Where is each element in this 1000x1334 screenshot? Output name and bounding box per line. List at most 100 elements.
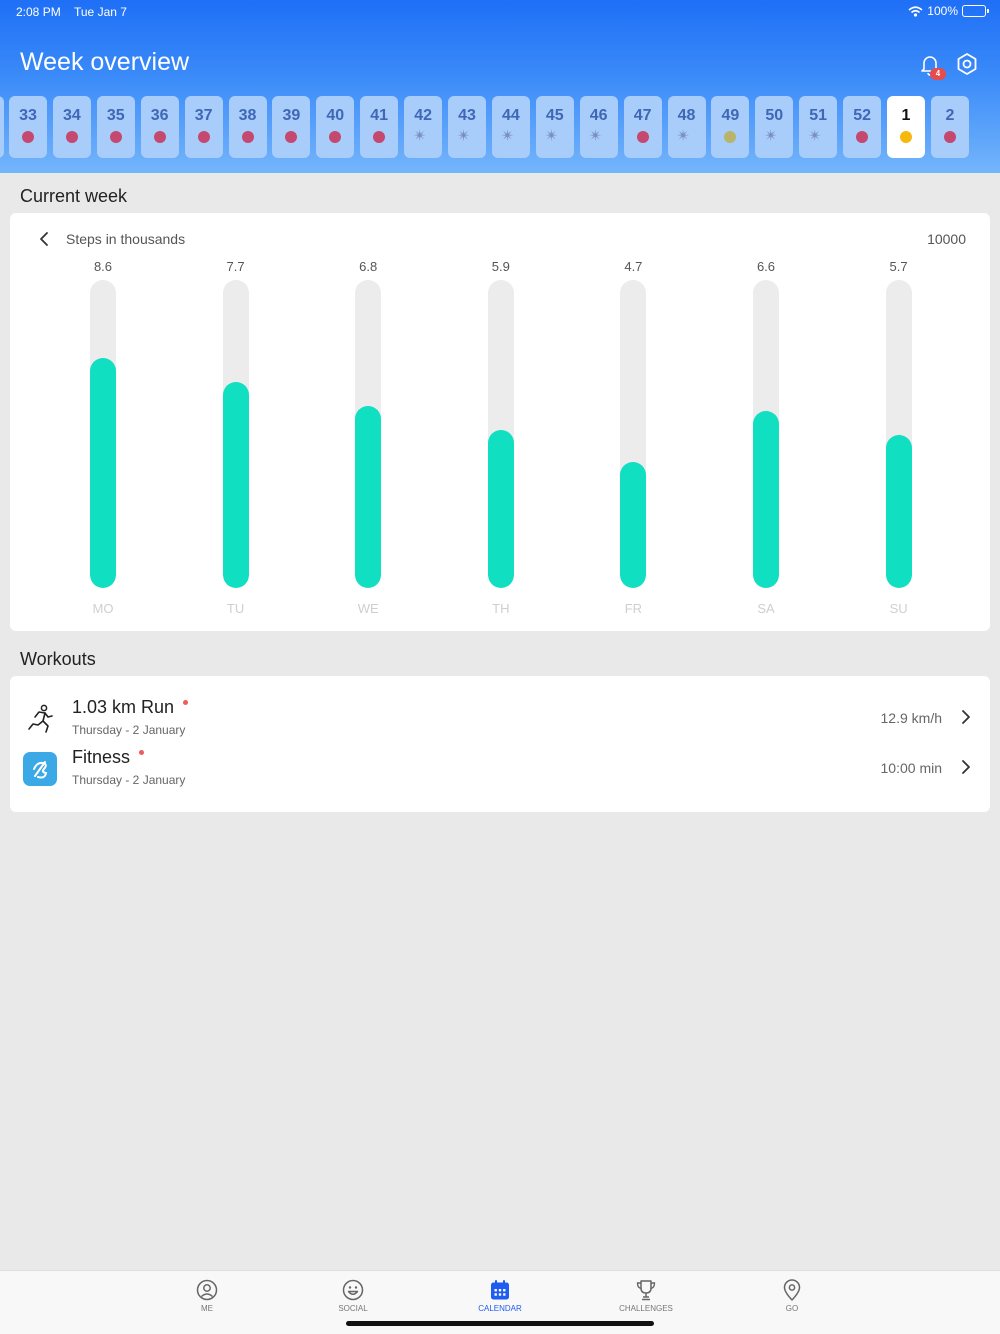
current-week-title: Current week — [20, 186, 128, 206]
week-chip[interactable]: 42 ✴ — [404, 96, 443, 158]
settings-icon[interactable] — [954, 51, 980, 77]
notification-badge: 4 — [930, 68, 946, 80]
bar-track — [355, 280, 382, 588]
week-number: 34 — [62, 107, 81, 124]
week-chip[interactable]: 45 ✴ — [535, 96, 574, 158]
fitness-app-icon — [23, 752, 57, 786]
bar — [90, 357, 116, 588]
bar-track — [753, 280, 779, 588]
week-number: 48 — [677, 107, 696, 124]
week-status-dot — [22, 131, 34, 143]
week-number: 1 — [901, 107, 911, 124]
party-popper-icon: ✴ — [676, 128, 690, 145]
week-status-dot — [900, 131, 912, 143]
day-label: SU — [889, 601, 908, 616]
unread-dot — [139, 749, 145, 755]
week-chip[interactable]: 43 ✴ — [448, 96, 486, 158]
week-number: 35 — [106, 107, 125, 124]
day-label: SA — [757, 601, 775, 616]
week-chip[interactable]: 2 — [930, 96, 969, 158]
week-chip[interactable]: 35 — [96, 96, 135, 158]
unread-dot — [183, 699, 189, 705]
workout-date: Thursday - 2 January — [72, 773, 186, 787]
workout-title: Fitness — [72, 747, 145, 768]
workout-row-run[interactable]: 1.03 km Run Thursday - 2 January 12.9 km… — [10, 697, 990, 752]
bar — [753, 411, 779, 588]
week-status-dot — [329, 131, 342, 143]
week-chip[interactable]: 50 ✴ — [755, 96, 794, 158]
week-chip[interactable]: 40 — [316, 96, 355, 158]
week-status-dot — [65, 131, 78, 143]
week-number: 45 — [545, 107, 564, 124]
bar-track — [90, 280, 116, 588]
bar-track — [885, 280, 912, 588]
week-number: 41 — [370, 107, 389, 124]
wifi-icon — [908, 5, 923, 17]
tab-label: ME — [201, 1304, 213, 1313]
chevron-left-icon[interactable] — [37, 230, 51, 248]
week-chip[interactable]: 48 ✴ — [667, 96, 706, 158]
chart-title: Steps in thousands — [66, 231, 186, 247]
bar-track — [222, 280, 249, 588]
week-chip[interactable]: 33 — [9, 96, 47, 158]
steps-chart-card: Steps in thousands 10000 8.6 MO 7.7 TU 6.8 WE… — [10, 213, 990, 631]
week-number: 33 — [19, 107, 37, 124]
workouts-card: 1.03 km Run Thursday - 2 January 12.9 km… — [10, 676, 990, 812]
week-status-dot — [109, 131, 122, 143]
tab-label: SOCIAL — [338, 1304, 368, 1313]
week-number: 44 — [501, 107, 520, 124]
bar — [885, 435, 912, 588]
tab-label: GO — [785, 1304, 799, 1313]
week-chip[interactable]: 34 — [52, 96, 91, 158]
week-chip[interactable]: 52 — [843, 96, 882, 158]
week-status-dot — [197, 131, 210, 143]
tab-me[interactable]: ME — [162, 1279, 252, 1313]
week-number: 38 — [238, 107, 257, 124]
workout-duration: 10:00 min — [880, 760, 942, 776]
week-chip[interactable]: 1 — [887, 96, 925, 158]
running-icon — [28, 704, 53, 733]
week-chip[interactable]: 46 ✴ — [579, 96, 618, 158]
week-number: 37 — [194, 107, 213, 124]
party-popper-icon: ✴ — [413, 128, 427, 145]
home-indicator — [346, 1321, 654, 1326]
week-chip[interactable]: 44 ✴ — [491, 96, 530, 158]
day-label: TH — [492, 601, 510, 616]
page-title: Week overview — [20, 48, 190, 76]
week-chip[interactable]: 38 — [228, 96, 267, 158]
week-chip-partial[interactable] — [0, 96, 4, 158]
week-chip[interactable]: 47 — [623, 96, 662, 158]
week-selector: 33 34 35 36 37 38 39 40 41 42 ✴ 43 ✴ 44 ✴ 45 ✴ 46 ✴ 47 48 ✴ 49… — [0, 96, 1000, 158]
day-label: WE — [357, 601, 379, 616]
workout-row-fitness[interactable]: Fitness Thursday - 2 January 10:00 min — [10, 747, 990, 802]
week-number: 42 — [414, 107, 432, 124]
tab-social[interactable]: SOCIAL — [308, 1279, 398, 1313]
party-popper-icon: ✴ — [588, 128, 603, 145]
week-chip[interactable]: 37 — [184, 96, 223, 158]
week-chip[interactable]: 39 — [272, 96, 311, 158]
tab-calendar[interactable]: CALENDAR — [455, 1279, 545, 1313]
week-status-dot — [636, 131, 649, 143]
tab-label: CHALLENGES — [619, 1304, 673, 1313]
bar — [620, 462, 647, 588]
status-bar: 2:08 PM Tue Jan 7 100% — [16, 4, 989, 20]
tab-go[interactable]: GO — [747, 1279, 837, 1313]
week-status-dot — [724, 131, 737, 143]
chevron-right-icon[interactable] — [960, 758, 972, 776]
bar — [355, 405, 382, 588]
week-chip[interactable]: 49 — [711, 96, 750, 158]
chevron-right-icon[interactable] — [960, 708, 972, 726]
bar-track — [487, 280, 514, 588]
tab-challenges[interactable]: CHALLENGES — [601, 1279, 691, 1313]
week-chip[interactable]: 36 — [140, 96, 179, 158]
week-number: 36 — [150, 107, 169, 124]
bar-value-label: 7.7 — [226, 259, 245, 274]
bar — [222, 381, 249, 588]
week-chip[interactable]: 51 ✴ — [799, 96, 838, 158]
day-label: TU — [226, 601, 245, 616]
status-time: 2:08 PM — [16, 5, 61, 19]
status-date: Tue Jan 7 — [74, 5, 127, 19]
workouts-title: Workouts — [20, 649, 96, 669]
workout-date: Thursday - 2 January — [72, 723, 186, 737]
week-chip[interactable]: 41 — [360, 96, 399, 158]
